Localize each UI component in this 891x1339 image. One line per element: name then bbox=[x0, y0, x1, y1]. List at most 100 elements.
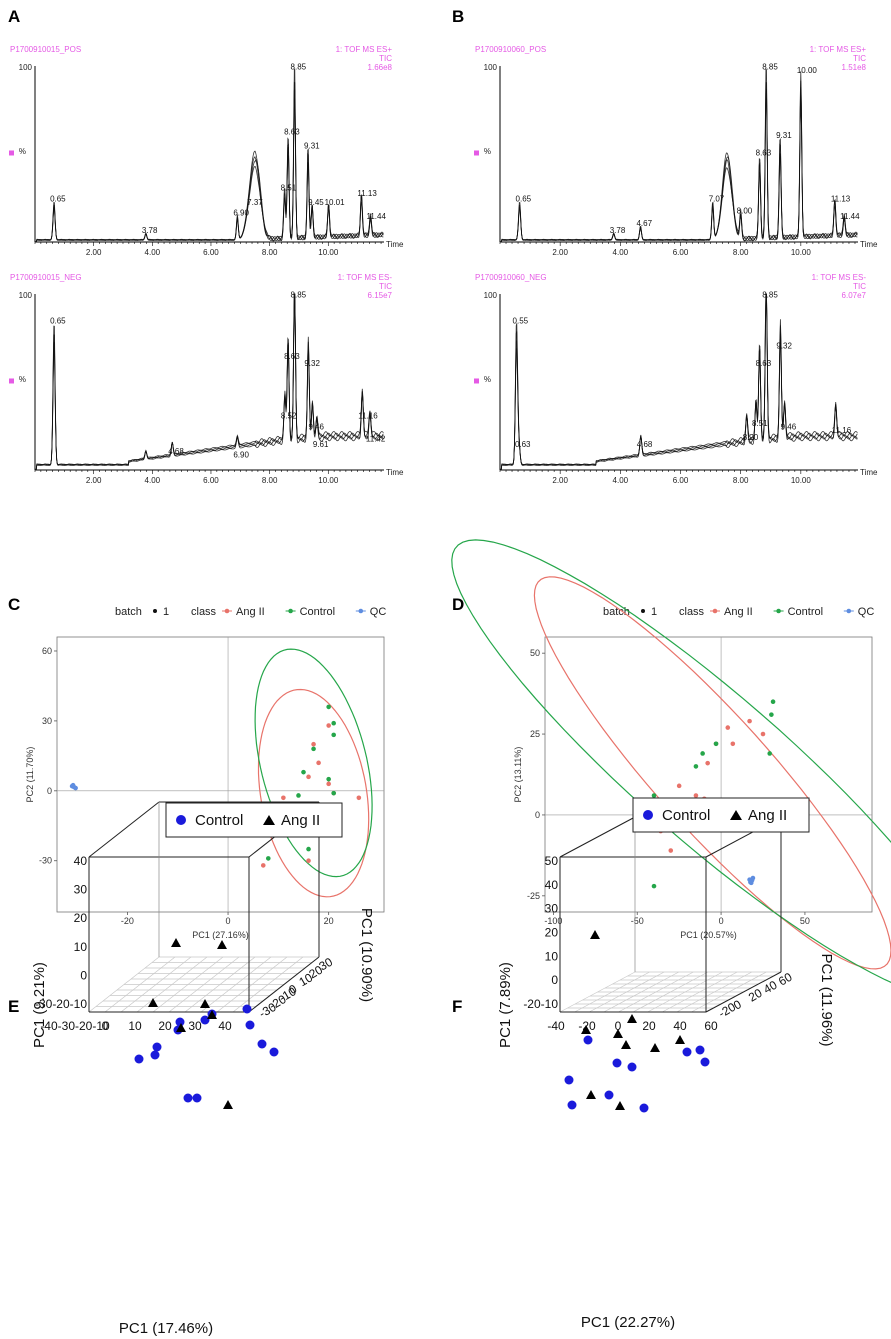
legend-control-marker bbox=[643, 810, 653, 820]
peak-label: 11.44 bbox=[840, 212, 860, 221]
legend-qc: QC bbox=[370, 606, 387, 618]
point-ang-ii bbox=[586, 1090, 596, 1099]
y-tick-label: 0 bbox=[47, 786, 52, 796]
point-control bbox=[651, 883, 657, 889]
legend-ang-ii-label: Ang II bbox=[748, 807, 787, 824]
point-qc bbox=[70, 782, 76, 788]
z-tick-label: 50 bbox=[545, 854, 559, 868]
x-tick-label: 20 bbox=[324, 916, 334, 926]
x-axis-label: Time bbox=[860, 240, 878, 249]
peak-label: 11.13 bbox=[831, 194, 851, 203]
point-ang-ii bbox=[306, 774, 311, 780]
detector: TIC bbox=[379, 54, 392, 63]
x-axis-label: Time bbox=[386, 240, 404, 249]
point-qc bbox=[749, 877, 755, 883]
point-control bbox=[700, 1057, 710, 1067]
point-ang-ii bbox=[725, 725, 731, 730]
x-tick-label: 2.00 bbox=[86, 248, 102, 257]
x-tick-label: 0 bbox=[102, 1019, 109, 1033]
peak-label: 11.16 bbox=[832, 426, 852, 435]
chromatogram-trace bbox=[35, 293, 384, 471]
x-tick-label: -20 bbox=[578, 1019, 596, 1033]
point-control bbox=[567, 1100, 577, 1110]
x-tick-label: 8.00 bbox=[733, 476, 749, 485]
y-tick-label: 10 bbox=[297, 970, 316, 989]
legend-swatch bbox=[288, 608, 293, 614]
intensity-value: 1.51e8 bbox=[842, 63, 867, 72]
legend-control-label: Control bbox=[195, 812, 243, 829]
plot-frame bbox=[56, 636, 385, 913]
z-tick-label: -20-10 bbox=[523, 997, 558, 1011]
y-unit-label: % bbox=[484, 375, 491, 384]
legend-swatch bbox=[224, 608, 230, 614]
peak-label: 8.63 bbox=[284, 352, 300, 361]
legend-control: Control bbox=[300, 606, 335, 618]
peak-label: 9.61 bbox=[313, 440, 329, 449]
peak-label: 6.90 bbox=[233, 450, 249, 459]
z-tick-label: 20 bbox=[74, 911, 88, 925]
z-tick-label: 10 bbox=[74, 940, 88, 954]
y-tick-label: 50 bbox=[530, 648, 540, 658]
peak-label: 11.16 bbox=[358, 412, 378, 421]
peak-label: 7.07 bbox=[709, 194, 725, 203]
x-tick-label: 10.00 bbox=[791, 476, 812, 485]
peak-label: 8.63 bbox=[756, 149, 772, 158]
point-control bbox=[564, 1075, 574, 1085]
floor-grid-line bbox=[184, 956, 256, 1013]
y-tick-label: 30 bbox=[42, 716, 52, 726]
peak-label: 8.63 bbox=[284, 127, 300, 136]
peak-label: 8.00 bbox=[737, 207, 753, 216]
y-tick-label: 60 bbox=[42, 646, 52, 656]
y-axis-title: PC1 (10.90%) bbox=[358, 908, 375, 1002]
x-axis-title: PC1 (20.57%) bbox=[680, 930, 737, 940]
floor-grid-line bbox=[676, 971, 752, 1013]
z-tick-label: 30 bbox=[545, 902, 559, 916]
legend-batch-value: 1 bbox=[163, 606, 169, 618]
x-axis-title: PC1 (27.16%) bbox=[192, 930, 249, 940]
y-tick-label: -30 bbox=[39, 856, 52, 866]
box-edge bbox=[705, 971, 782, 1013]
x-tick-label: 2.00 bbox=[86, 476, 102, 485]
x-tick-label: 0 bbox=[226, 916, 231, 926]
point-ang-ii bbox=[693, 793, 699, 798]
chromatogram-trace bbox=[35, 296, 384, 471]
y-axis-title: PC1 (11.96%) bbox=[818, 953, 835, 1046]
point-control bbox=[326, 776, 331, 782]
chromatogram-trace bbox=[500, 296, 858, 471]
y-tick-label: 0 bbox=[535, 810, 540, 820]
point-control bbox=[175, 1017, 185, 1027]
peak-label: 11.13 bbox=[357, 189, 377, 198]
panel-label-d: D bbox=[452, 595, 464, 614]
y-tick-label: 20 bbox=[746, 986, 765, 1005]
point-control bbox=[612, 1058, 622, 1068]
point-ang-ii bbox=[316, 760, 321, 766]
legend-class-title: class bbox=[679, 606, 705, 618]
x-tick-label: -20 bbox=[121, 916, 134, 926]
point-control bbox=[713, 741, 719, 747]
point-ang-ii bbox=[311, 741, 316, 747]
point-ang-ii bbox=[200, 999, 210, 1008]
x-tick-label: 20 bbox=[642, 1019, 656, 1033]
x-tick-label: 8.00 bbox=[733, 248, 749, 257]
x-tick-label: 4.00 bbox=[145, 248, 161, 257]
intensity-value: 6.15e7 bbox=[368, 291, 393, 300]
peak-label: 0.65 bbox=[50, 317, 66, 326]
z-tick-label: 20 bbox=[545, 926, 559, 940]
peak-label: 0.65 bbox=[50, 194, 66, 203]
legend-ang-ii: Ang II bbox=[236, 606, 265, 618]
z-tick-label: 0 bbox=[80, 968, 87, 982]
point-control bbox=[695, 1045, 705, 1055]
y-top-label: 100 bbox=[484, 291, 498, 300]
point-ang-ii bbox=[705, 760, 710, 766]
legend-class-title: class bbox=[191, 606, 217, 618]
peak-label: 4.67 bbox=[636, 219, 652, 228]
x-tick-label: 0 bbox=[615, 1019, 622, 1033]
point-ang-ii bbox=[581, 1025, 591, 1034]
point-ang-ii bbox=[176, 1023, 186, 1032]
panel-label-b: B bbox=[452, 7, 464, 26]
point-control bbox=[183, 1093, 193, 1103]
legend-box bbox=[632, 797, 810, 833]
y-tick-label: -25 bbox=[527, 891, 540, 901]
